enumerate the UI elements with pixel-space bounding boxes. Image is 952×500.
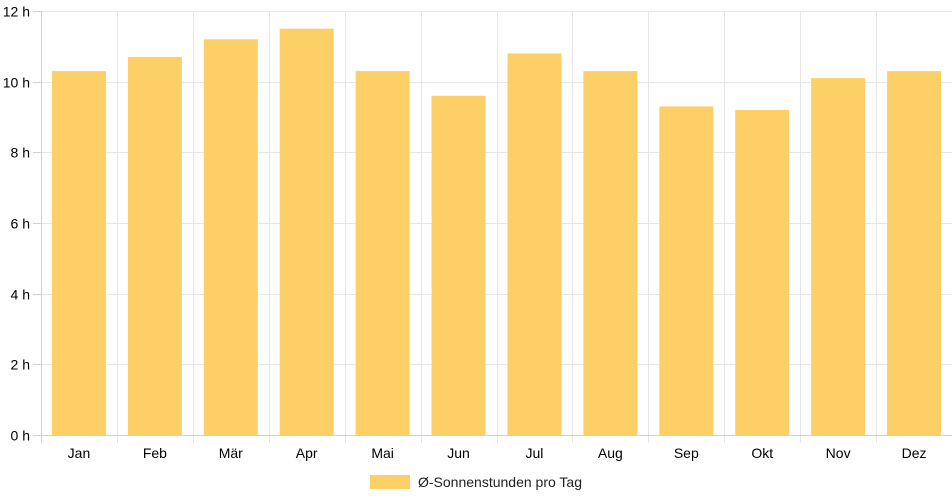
bar-sep[interactable] — [659, 106, 714, 436]
x-tick-label: Sep — [674, 445, 699, 461]
bar-feb[interactable] — [127, 56, 182, 436]
x-tick-label: Okt — [751, 445, 773, 461]
x-tick-label: Dez — [902, 445, 927, 461]
y-axis-tick-labels: 0 h 2 h 4 h 6 h 8 h 10 h 12 h — [3, 4, 30, 444]
y-tick-label: 8 h — [11, 145, 30, 161]
x-tick-label: Nov — [826, 445, 851, 461]
y-tick-label: 2 h — [11, 357, 30, 373]
bar-dez[interactable] — [887, 71, 942, 435]
bar-mär[interactable] — [203, 39, 258, 436]
y-tick-label: 12 h — [3, 4, 30, 20]
y-tick-label: 0 h — [11, 428, 30, 444]
bar-jan[interactable] — [51, 71, 106, 435]
x-tick-label: Feb — [143, 445, 167, 461]
bar-nov[interactable] — [811, 78, 866, 435]
axes — [33, 11, 952, 443]
grid-lines — [41, 11, 952, 443]
bar-apr[interactable] — [279, 28, 334, 435]
bar-jun[interactable] — [431, 95, 486, 436]
bar-aug[interactable] — [583, 71, 638, 435]
x-tick-label: Jan — [68, 445, 91, 461]
y-tick-label: 10 h — [3, 75, 30, 91]
x-tick-label: Mai — [371, 445, 394, 461]
x-tick-label: Aug — [598, 445, 623, 461]
y-tick-label: 6 h — [11, 216, 30, 232]
legend-swatch — [370, 475, 411, 489]
bar-okt[interactable] — [735, 109, 790, 436]
x-tick-label: Apr — [296, 445, 318, 461]
bar-jul[interactable] — [507, 53, 562, 436]
y-tick-label: 4 h — [11, 287, 30, 303]
bar-mai[interactable] — [355, 71, 410, 435]
x-axis-tick-labels: Jan Feb Mär Apr Mai Jun Jul Aug Sep Okt Nov Dez — [68, 445, 927, 461]
x-tick-label: Jun — [447, 445, 470, 461]
x-tick-label: Jul — [526, 445, 544, 461]
legend[interactable]: Ø-Sonnenstunden pro Tag — [370, 474, 582, 490]
x-tick-label: Mär — [219, 445, 243, 461]
legend-label: Ø-Sonnenstunden pro Tag — [418, 474, 582, 490]
bars — [51, 28, 942, 436]
